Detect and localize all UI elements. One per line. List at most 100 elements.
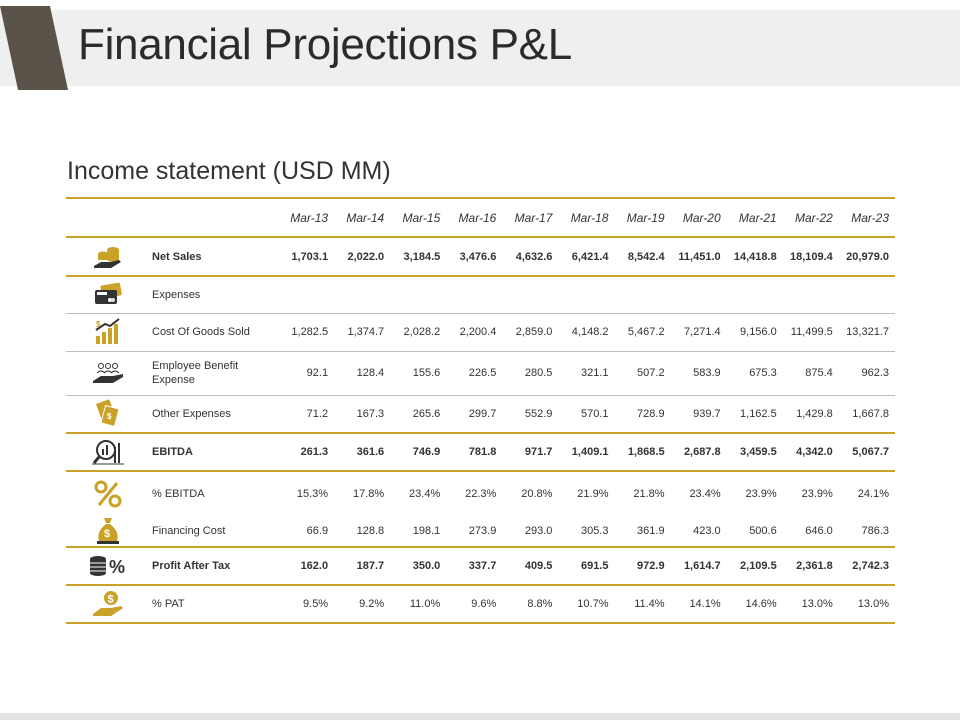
row-label: Other Expenses [150, 395, 279, 434]
header-icon-blank [66, 197, 150, 238]
table-row: % EBITDA 15.3% 17.8% 23.4% 22.3% 20.8% 21.9% 21… [66, 471, 895, 515]
value-cell: 2,200.4 [446, 313, 503, 352]
value-cell: 971.7 [502, 433, 559, 472]
table-row: $% PAT 9.5% 9.2% 11.0% 9.6% 8.8% 10.7% 11.4% 14.… [66, 585, 895, 624]
value-cell: 128.4 [334, 351, 391, 396]
value-cell: 71.2 [278, 395, 335, 434]
value-cell: 583.9 [670, 351, 727, 396]
row-label: EBITDA [150, 433, 279, 472]
coins-hand-icon [66, 237, 150, 277]
value-cell [670, 276, 727, 314]
value-cell: 2,109.5 [726, 547, 783, 586]
value-cell: 570.1 [558, 395, 615, 434]
table-row: % Profit After Tax 162.0 187.7 350.0 337.7 409… [66, 547, 895, 586]
value-cell: 226.5 [446, 351, 503, 396]
value-cell: 4,632.6 [502, 237, 559, 277]
value-cell: 18,109.4 [782, 237, 839, 277]
value-cell: 786.3 [838, 515, 895, 548]
value-cell: 13.0% [838, 585, 895, 624]
value-cell: 9.5% [278, 585, 335, 624]
value-cell: 293.0 [502, 515, 559, 548]
value-cell: 972.9 [614, 547, 671, 586]
value-cell: 11,451.0 [670, 237, 727, 277]
row-label: Employee Benefit Expense [150, 351, 279, 396]
table-row: $ Financing Cost 66.9 128.8 198.1 273.9 293.0 3… [66, 515, 895, 548]
value-cell: 13.0% [782, 585, 839, 624]
value-cell: 155.6 [390, 351, 447, 396]
value-cell: 423.0 [670, 515, 727, 548]
table-row: EBITDA 261.3 361.6 746.9 781.8 971.7 1,409.1 1,… [66, 433, 895, 472]
value-cell: 14.6% [726, 585, 783, 624]
value-cell: 66.9 [278, 515, 335, 548]
value-cell: 1,429.8 [782, 395, 839, 434]
value-cell: 4,342.0 [782, 433, 839, 472]
value-cell: 2,028.2 [390, 313, 447, 352]
value-cell: 273.9 [446, 515, 503, 548]
value-cell: 939.7 [670, 395, 727, 434]
value-cell: 21.9% [577, 487, 609, 500]
value-cell: 10.7% [558, 585, 615, 624]
value-cell: 6,421.4 [558, 237, 615, 277]
value-cell: 1,162.5 [726, 395, 783, 434]
people-hand-icon [66, 351, 150, 396]
value-cell: 11.4% [614, 585, 671, 624]
value-cell: 265.6 [390, 395, 447, 434]
value-cell: 128.8 [334, 515, 391, 548]
year-header: Mar-14 [334, 197, 391, 238]
year-header: Mar-20 [670, 197, 727, 238]
value-cell: 23.9% [745, 487, 777, 500]
value-cell: 875.4 [782, 351, 839, 396]
svg-text:$: $ [108, 594, 114, 606]
year-header: Mar-13 [278, 197, 335, 238]
value-cell: 14.1% [670, 585, 727, 624]
value-cell: 5,067.7 [838, 433, 895, 472]
value-cell: 691.5 [558, 547, 615, 586]
value-cell: 3,184.5 [390, 237, 447, 277]
value-cell: 261.3 [278, 433, 335, 472]
value-cell: 361.9 [614, 515, 671, 548]
value-cell: 1,614.7 [670, 547, 727, 586]
year-header: Mar-16 [446, 197, 503, 238]
value-cell: 5,467.2 [614, 313, 671, 352]
value-cell: 1,667.8 [838, 395, 895, 434]
value-cell: 2,742.3 [838, 547, 895, 586]
value-cell: 337.7 [446, 547, 503, 586]
value-cell: 552.9 [502, 395, 559, 434]
row-label: Financing Cost [150, 515, 279, 548]
value-cell: 4,148.2 [558, 313, 615, 352]
value-cell: 2,022.0 [334, 237, 391, 277]
value-cell: 3,459.5 [726, 433, 783, 472]
table-row: Employee Benefit Expense 92.1 128.4 155.6 22… [66, 351, 895, 396]
svg-text:$: $ [104, 528, 110, 540]
value-cell: 22.3% [465, 487, 497, 500]
value-cell: 198.1 [390, 515, 447, 548]
value-cell: 17.8% [352, 487, 385, 500]
value-cell: 280.5 [502, 351, 559, 396]
value-cell: 2,687.8 [670, 433, 727, 472]
year-header: Mar-19 [614, 197, 671, 238]
value-cell: 8.8% [502, 585, 559, 624]
value-cell: 962.3 [838, 351, 895, 396]
value-cell [782, 276, 839, 314]
year-header: Mar-18 [558, 197, 615, 238]
value-cell [334, 276, 391, 314]
value-cell: 15.3% [296, 487, 329, 500]
money-bag-icon: $ [66, 515, 150, 548]
value-cell: 1,409.1 [558, 433, 615, 472]
magnifier-chart-icon [66, 433, 150, 472]
value-cell: 13,321.7 [838, 313, 895, 352]
footer-bar [0, 713, 960, 720]
value-cell: 23.4% [689, 487, 721, 500]
value-cell: 1,868.5 [614, 433, 671, 472]
value-cell [838, 276, 895, 314]
value-cell: 167.3 [334, 395, 391, 434]
value-cell: 187.7 [334, 547, 391, 586]
value-cell: 1,374.7 [334, 313, 391, 352]
value-cell: 507.2 [614, 351, 671, 396]
value-cell: 500.6 [726, 515, 783, 548]
percent-icon [66, 471, 150, 515]
value-cell [614, 276, 671, 314]
row-label: Expenses [150, 276, 279, 314]
value-cell: 20,979.0 [838, 237, 895, 277]
value-cell: 162.0 [278, 547, 335, 586]
